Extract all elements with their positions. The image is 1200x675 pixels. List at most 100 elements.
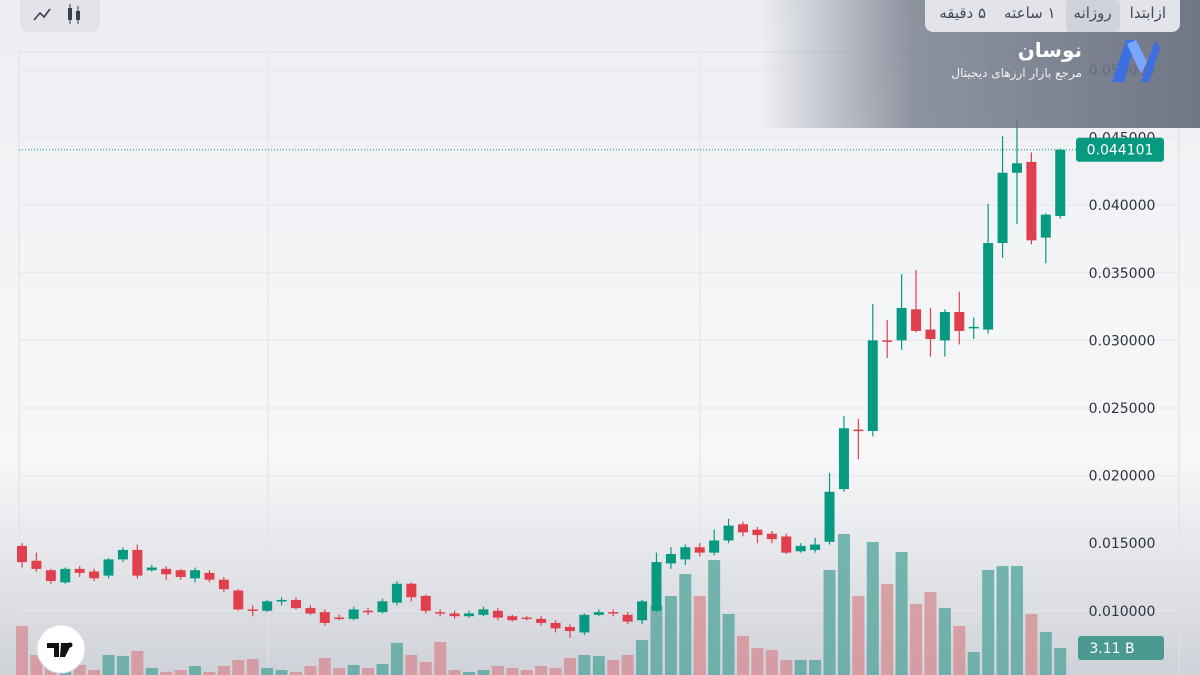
brand-name: نوسان	[1017, 38, 1082, 62]
candle-body	[911, 309, 922, 331]
volume-bar	[1039, 631, 1052, 675]
volume-bar	[837, 533, 850, 675]
toolbar-icons	[33, 4, 80, 24]
volume-bar	[232, 660, 245, 675]
volume-bar	[1010, 565, 1023, 675]
candle-body	[882, 340, 893, 342]
candle-body	[550, 622, 561, 629]
candle-body	[305, 608, 316, 614]
candle-body	[694, 547, 705, 553]
candle-body	[132, 549, 143, 576]
volume-bar	[938, 607, 951, 675]
timeframe-tab[interactable]: روزانه	[1065, 0, 1120, 32]
candle-body	[622, 614, 633, 622]
volume-bar	[737, 635, 749, 675]
candle-body	[464, 613, 475, 617]
candle-body	[810, 544, 821, 550]
candle-body	[276, 599, 287, 602]
candle-body	[867, 340, 878, 431]
volume-bar	[535, 666, 548, 675]
volume-bar	[621, 654, 634, 675]
volume-bar	[102, 654, 115, 675]
candle-body	[954, 311, 965, 331]
volume-bar	[520, 670, 533, 675]
volume-bar	[88, 670, 101, 675]
candle-body	[1055, 149, 1066, 216]
candle-style-button[interactable]	[68, 4, 80, 24]
candle-body	[507, 616, 518, 621]
candle-body	[766, 533, 777, 540]
candle-body	[853, 429, 864, 432]
y-tick-label: 0.010000	[1089, 604, 1156, 620]
line-style-button[interactable]	[33, 8, 51, 21]
volume-bar	[722, 613, 735, 675]
volume-bar	[333, 667, 346, 675]
candle-body	[709, 540, 720, 553]
candle-body	[593, 612, 604, 615]
timeframe-tab[interactable]: ۱ ساعته	[1004, 4, 1056, 22]
candle-body	[319, 612, 330, 623]
volume-bar	[967, 652, 980, 675]
volume-bar	[549, 667, 562, 675]
y-tick-label: 0.040000	[1089, 198, 1156, 214]
volume-bar	[1054, 647, 1067, 675]
timeframe-tab[interactable]: ۵ دقیقه	[939, 4, 987, 22]
volume-bar	[16, 625, 28, 675]
volume-bar	[405, 654, 418, 675]
candle-body	[1011, 163, 1022, 173]
volume-bar	[174, 670, 187, 675]
volume-bar	[390, 642, 403, 675]
candle-body	[738, 524, 748, 533]
volume-bar	[650, 606, 663, 675]
volume-bar	[491, 666, 504, 675]
volume-bar	[563, 657, 576, 675]
candle-body	[74, 568, 85, 573]
plot-frame	[18, 51, 1180, 675]
volume-bar	[866, 542, 879, 675]
candle-body	[348, 609, 359, 619]
last-price-tag	[1076, 137, 1164, 162]
candle-body	[838, 428, 849, 490]
candle-body	[896, 307, 907, 341]
volume-bar	[448, 670, 461, 675]
candle-body	[161, 568, 172, 575]
candle-body	[449, 613, 460, 617]
volume-bar	[160, 671, 173, 675]
candle-body	[175, 570, 186, 577]
candle-body	[406, 583, 417, 598]
candle-body	[925, 329, 936, 340]
candle-body	[752, 529, 763, 536]
volume-bar	[664, 596, 677, 675]
volume-bar	[434, 642, 447, 675]
candle-body	[31, 560, 42, 569]
grid	[19, 69, 1178, 612]
volume-bar	[376, 663, 389, 675]
volume-bar	[289, 671, 302, 675]
candle-body	[233, 590, 244, 610]
last-price-label: 0.044101	[1087, 143, 1154, 159]
candle-body	[218, 579, 229, 590]
volume-bar	[780, 660, 793, 675]
candle-body	[420, 595, 431, 611]
candle-body	[824, 491, 835, 542]
candle-body	[536, 618, 547, 623]
volume-bar	[578, 654, 591, 675]
volume-bar	[751, 647, 764, 675]
candle-body	[60, 568, 71, 583]
candle-body	[45, 570, 56, 582]
volume-bar	[30, 654, 43, 675]
volume-bar	[246, 659, 259, 675]
candle-body	[1040, 214, 1051, 238]
candle-body	[117, 549, 128, 560]
tradingview-logo	[36, 624, 86, 674]
candle-body	[997, 172, 1008, 244]
candle-body	[781, 536, 792, 553]
y-tick-label: 0.015000	[1089, 536, 1156, 552]
candle-body	[103, 559, 114, 576]
volume-bar	[506, 667, 519, 675]
timeframe-tab[interactable]: ازابتدا	[1129, 4, 1166, 22]
volume-bar	[419, 661, 432, 675]
volume-bar	[592, 656, 605, 675]
candle-body	[247, 609, 258, 611]
volume-bar	[693, 596, 706, 675]
